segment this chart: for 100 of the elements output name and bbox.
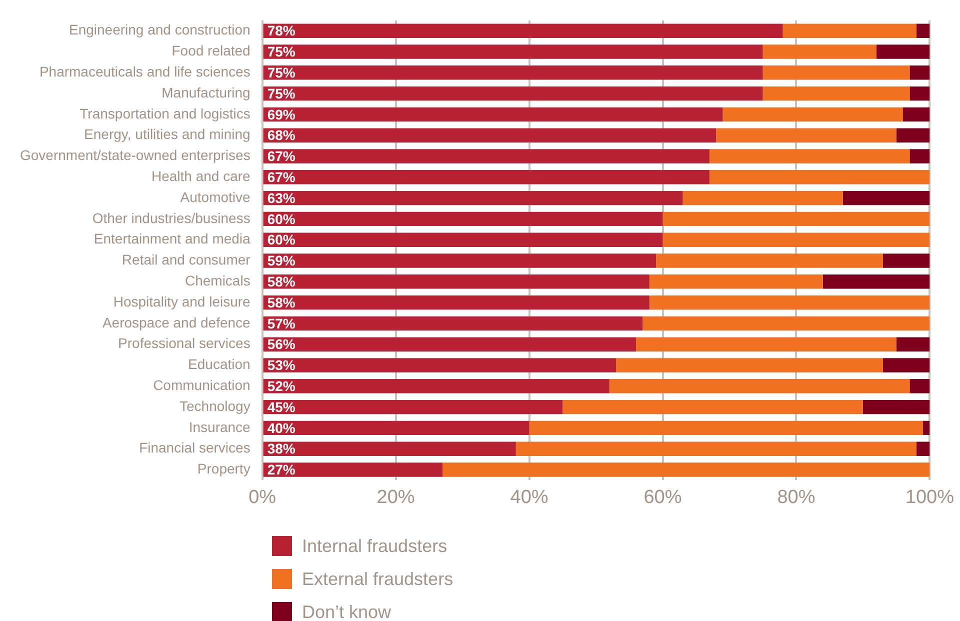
bar	[263, 190, 683, 206]
bar	[896, 128, 930, 142]
y-tick-label: Transportation and logistics	[80, 105, 250, 122]
bar	[263, 358, 616, 372]
y-tick-label: Retail and consumer	[122, 252, 251, 268]
bar	[263, 254, 656, 268]
y-tick-label: Professional services	[118, 335, 250, 352]
y-tick-label: Aerospace and defence	[102, 314, 251, 330]
data-label: 56%	[267, 336, 296, 352]
y-tick-label: Automotive	[180, 188, 251, 205]
data-label: 75%	[267, 64, 296, 81]
y-tick-label: Hospitality and leisure	[113, 293, 251, 310]
data-label: 68%	[267, 127, 296, 144]
x-tick-label: 80%	[777, 486, 816, 508]
bar	[562, 400, 863, 414]
data-label: 45%	[267, 398, 296, 415]
data-label: 58%	[267, 274, 296, 290]
x-tick-label: 20%	[376, 486, 415, 508]
bar	[862, 400, 930, 414]
bar	[636, 337, 896, 352]
y-tick-label: Energy, utilities and mining	[84, 126, 250, 142]
bar	[529, 420, 924, 436]
bar	[822, 274, 930, 289]
data-label: 60%	[267, 210, 296, 227]
data-label: 59%	[267, 252, 296, 269]
y-tick-label: Chemicals	[184, 272, 250, 289]
bar	[263, 170, 710, 184]
y-tick-label: Property	[197, 460, 250, 477]
y-tick-label: Manufacturing	[162, 84, 250, 100]
y-tick-label: Government/state-owned enterprises	[20, 147, 250, 164]
bar	[910, 379, 930, 394]
data-label: 40%	[267, 420, 296, 436]
bar	[263, 66, 763, 80]
bar	[263, 128, 716, 142]
bar	[656, 254, 883, 268]
bar	[263, 316, 643, 331]
y-tick-label: Financial services	[139, 440, 250, 456]
bar	[263, 442, 516, 456]
bar	[762, 86, 910, 101]
bar	[263, 24, 783, 38]
bar	[662, 232, 930, 247]
bar	[709, 149, 910, 164]
y-tick-label: Technology	[180, 398, 250, 414]
data-label: 38%	[267, 440, 296, 457]
x-tick-label: 0%	[248, 486, 276, 508]
legend-label: Internal fraudsters	[302, 536, 448, 556]
y-tick-label: Insurance	[188, 418, 251, 435]
bar	[682, 190, 843, 206]
bar	[910, 86, 930, 101]
bar	[716, 128, 896, 142]
y-tick-label: Other industries/business	[92, 210, 250, 226]
bar	[642, 316, 930, 331]
bar	[609, 379, 910, 394]
x-tick-label: 100%	[905, 486, 954, 508]
data-label: 63%	[267, 190, 296, 206]
bar	[916, 442, 930, 456]
bar	[263, 337, 636, 352]
bar	[842, 190, 930, 206]
data-label: 78%	[267, 22, 296, 39]
bar	[896, 337, 930, 352]
bar	[263, 295, 650, 310]
y-tick-label: Food related	[172, 42, 250, 59]
legend-label: External fraudsters	[302, 568, 454, 590]
data-label: 58%	[267, 294, 296, 310]
y-tick-label: Communication	[153, 377, 250, 394]
bar	[910, 149, 930, 164]
bar	[263, 400, 563, 414]
x-tick-label: 40%	[510, 486, 548, 508]
bar	[649, 274, 823, 289]
y-tick-label: Entertainment and media	[94, 230, 251, 247]
bar	[263, 149, 710, 164]
y-tick-label: Pharmaceuticals and life sciences	[39, 64, 250, 80]
bar	[516, 442, 916, 456]
bar	[649, 295, 930, 310]
y-tick-label: Education	[188, 356, 250, 372]
bar	[263, 232, 663, 247]
legend-label: Don’t know	[302, 602, 392, 621]
bar	[263, 107, 723, 122]
bar	[662, 212, 930, 226]
data-label: 69%	[267, 106, 296, 122]
data-label: 75%	[267, 85, 296, 102]
bar	[442, 462, 930, 477]
bar	[782, 24, 916, 38]
bar	[263, 420, 530, 436]
data-label: 57%	[267, 315, 296, 332]
bar	[916, 24, 930, 38]
bar	[762, 44, 876, 59]
bar	[263, 274, 650, 289]
bar	[903, 107, 930, 122]
bar	[709, 170, 930, 184]
bar	[923, 420, 930, 436]
y-tick-label: Engineering and construction	[68, 22, 250, 38]
bar	[882, 254, 930, 268]
bar	[263, 212, 663, 226]
bar	[263, 44, 763, 59]
data-label: 67%	[267, 148, 296, 164]
bar	[616, 358, 883, 372]
bar	[263, 86, 763, 101]
bar	[263, 462, 443, 477]
x-tick-label: 60%	[644, 486, 682, 508]
